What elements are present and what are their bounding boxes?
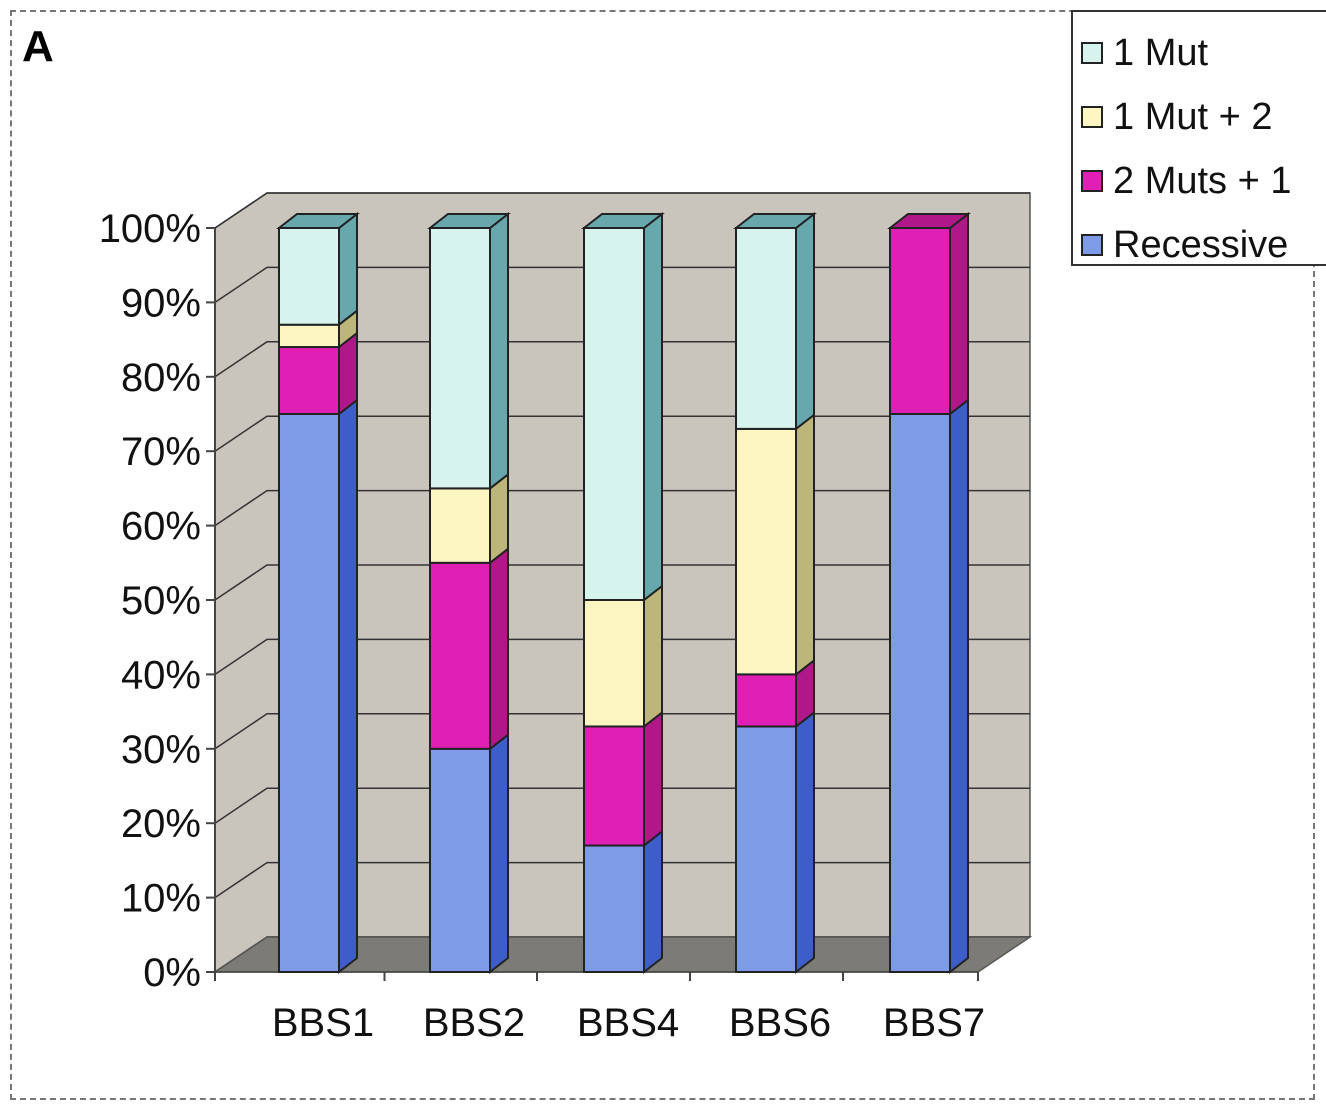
bar-side-bbs7-2-muts-plus-1 [949,211,969,417]
panel-label: A [22,22,54,71]
bar-bbs7-2-muts-plus-1 [889,227,951,415]
y-tick-label: 60% [121,505,201,549]
bar-bbs6-2-muts-plus-1 [735,673,797,728]
bar-side-bbs4-1-mut [643,211,663,603]
legend-swatch [1081,170,1103,192]
y-tick-label: 80% [121,356,201,400]
bar-side-bbs1-recessive [338,397,358,975]
bar-side-bbs2-1-mut [489,211,509,491]
bar-side-bbs6-1-mut-plus-2 [795,412,815,677]
x-tick-label-bbs6: BBS6 [729,1001,831,1045]
bar-bbs1-2-muts-plus-1 [278,346,340,416]
x-axis: BBS1 BBS2 BBS4 BBS6 BBS7 [214,972,985,1045]
bar-bbs2-2-muts-plus-1 [429,561,491,750]
y-tick-label: 100% [99,207,201,251]
bar-bbs4-2-muts-plus-1 [583,725,645,847]
legend-label: 1 Mut + 2 [1113,95,1273,138]
bar-bbs2-1-mut-plus-2 [429,487,491,564]
bar-side-bbs2-recessive [489,732,509,975]
bar-side-bbs6-recessive [795,710,815,975]
legend-swatch [1081,234,1103,256]
x-tick-label-bbs1: BBS1 [272,1001,374,1045]
y-tick-label: 50% [121,579,201,623]
bar-top-bbs7 [887,213,971,229]
x-tick-label-bbs4: BBS4 [577,1001,679,1045]
bar-side-bbs4-2-muts-plus-1 [643,710,663,848]
legend-swatch [1081,106,1103,128]
bar-bbs6-1-mut [735,227,797,430]
bar-side-bbs1-1-mut [338,211,358,327]
bar-bbs4-recessive [583,844,645,974]
legend-item-1-mut-plus-2: 1 Mut + 2 [1081,92,1272,142]
chart-legend: 1 Mut 1 Mut + 2 2 Muts + 1 Recessive [1071,10,1326,266]
bar-top-bbs2 [427,213,511,229]
y-axis: 0% 10% 20% 30% 40% 50% 60% 70% 80% 90% 100% [99,207,216,995]
bar-bbs6-1-mut-plus-2 [735,427,797,676]
x-tick-label-bbs7: BBS7 [883,1001,985,1045]
y-tick-label: 0% [143,951,201,995]
bar-stack-bbs4 [581,211,665,975]
x-tick-label-bbs2: BBS2 [423,1001,525,1045]
bar-side-bbs2-1-mut-plus-2 [489,472,509,565]
legend-item-1-mut: 1 Mut [1081,28,1208,78]
y-tick-label: 20% [121,802,201,846]
legend-label: 1 Mut [1113,31,1209,74]
bar-top-bbs1 [276,213,360,229]
gridline [214,192,1030,229]
legend-item-recessive: Recessive [1081,220,1288,270]
chart-bars [276,211,971,975]
bar-stack-bbs1 [276,211,360,975]
bar-stack-bbs6 [733,211,817,975]
bar-stack-bbs7 [887,211,971,975]
bar-stack-bbs2 [427,211,511,975]
bar-bbs6-recessive [735,725,797,973]
bar-bbs4-1-mut-plus-2 [583,599,645,728]
bar-bbs2-1-mut [429,227,491,490]
bar-side-bbs2-2-muts-plus-1 [489,546,509,751]
bar-top-bbs4 [581,213,665,229]
bar-bbs1-1-mut-plus-2 [278,323,340,349]
bar-bbs7-recessive [889,413,951,973]
bar-side-bbs4-recessive [643,829,663,975]
bar-side-bbs4-1-mut-plus-2 [643,583,663,729]
y-tick-label: 90% [121,281,201,325]
y-tick-label: 70% [121,430,201,474]
legend-label: 2 Muts + 1 [1113,159,1292,202]
legend-swatch [1081,42,1103,64]
y-tick-label: 40% [121,653,201,697]
bar-bbs4-1-mut [583,227,645,601]
bar-bbs1-recessive [278,413,340,973]
bar-bbs2-recessive [429,747,491,973]
legend-item-2-muts-plus-1: 2 Muts + 1 [1081,156,1291,206]
bar-bbs1-1-mut [278,227,340,326]
bar-side-bbs6-1-mut [795,211,815,431]
bar-side-bbs7-recessive [949,397,969,975]
legend-label: Recessive [1113,223,1289,266]
bar-top-bbs6 [733,213,817,229]
y-tick-label: 30% [121,728,201,772]
panel-frame [10,10,1315,1100]
y-tick-label: 10% [121,877,201,921]
